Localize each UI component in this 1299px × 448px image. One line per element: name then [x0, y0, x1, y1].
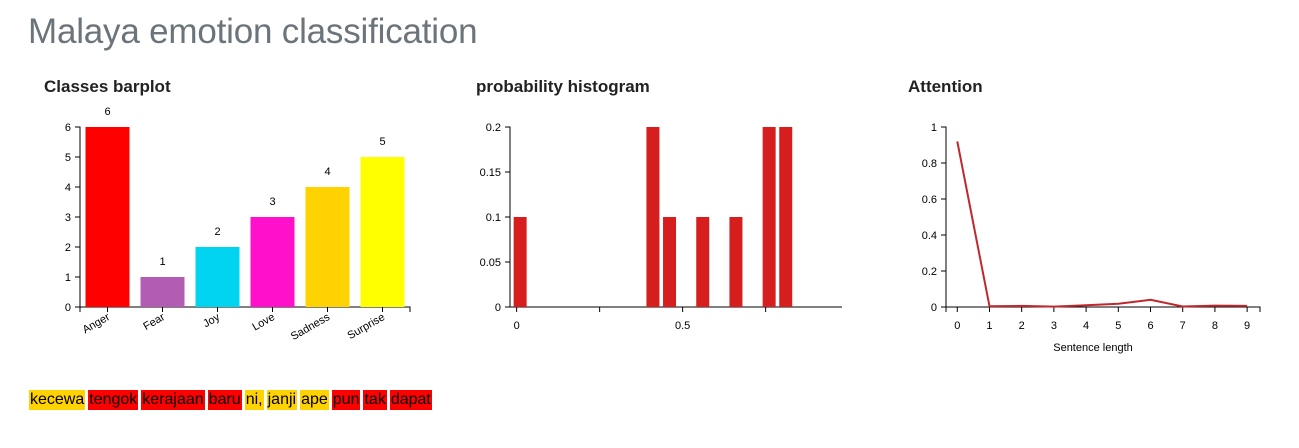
attention-line-chart: 0 0.2 0.4 0.6 0.8 1 0 1 2 3 4 5 6 7 8 9 Sentence length — [922, 122, 1261, 354]
y-axis-line — [941, 126, 947, 308]
sentence-word: janji — [266, 390, 298, 410]
bar-anger — [85, 127, 130, 307]
y-tick-label: 0.05 — [480, 257, 501, 269]
bar-fear — [140, 277, 185, 307]
attention-series-line — [956, 141, 1248, 308]
attention-title: Attention — [908, 77, 983, 96]
y-tick-label: 0.2 — [922, 266, 937, 278]
x-tick-label: 0 — [514, 320, 520, 332]
x-tick-label: Love — [250, 311, 277, 333]
histogram-bar — [762, 127, 776, 307]
bar-love — [250, 217, 295, 307]
x-axis-line — [945, 306, 1261, 312]
bar-value-label: 5 — [379, 136, 385, 148]
y-tick-label: 0.4 — [922, 230, 937, 242]
x-tick-label: Surprise — [346, 311, 387, 342]
y-tick-label: 0.8 — [922, 158, 937, 170]
classes-barplot-chart: 0 1 2 3 4 5 6 6 Anger 1 Fear 2 Joy 3 Love 4 Sadness 5 Surp… — [65, 106, 411, 343]
histogram-bar — [696, 217, 710, 307]
histogram-bar — [779, 127, 793, 307]
x-tick-label: 0 — [954, 320, 960, 332]
x-tick-label: 1 — [986, 320, 992, 332]
highlighted-sentence: kecewa tengok kerajaan baru ni, janji ape pun ta… — [29, 390, 435, 410]
sentence-word: kecewa — [29, 390, 86, 410]
x-tick-label: 8 — [1212, 320, 1218, 332]
x-tick-label: Anger — [81, 311, 113, 336]
x-tick-label: Sadness — [289, 311, 333, 343]
x-tick-label: 2 — [1019, 320, 1025, 332]
x-tick-label: 3 — [1051, 320, 1057, 332]
x-tick-label: 0.5 — [675, 320, 690, 332]
sentence-word: tak — [363, 390, 387, 410]
y-tick-label: 2 — [65, 242, 71, 254]
y-tick-label: 0 — [931, 302, 937, 314]
y-tick-label: 0.15 — [480, 167, 501, 179]
x-axis-line — [79, 306, 411, 312]
sentence-word: kerajaan — [141, 390, 205, 410]
histogram-title: probability histogram — [476, 77, 650, 96]
barplot-title: Classes barplot — [44, 77, 171, 96]
x-tick-label: 7 — [1180, 320, 1186, 332]
bar-value-label: 4 — [324, 166, 330, 178]
y-tick-label: 0 — [65, 302, 71, 314]
y-tick-label: 0.6 — [922, 194, 937, 206]
page-title: Malaya emotion classification — [28, 12, 478, 51]
bar-value-label: 6 — [104, 106, 110, 118]
x-axis-title: Sentence length — [1053, 342, 1133, 354]
sentence-word: ape — [300, 390, 329, 410]
bar-value-label: 3 — [269, 196, 275, 208]
y-tick-label: 1 — [65, 272, 71, 284]
probability-histogram-chart: 0 0.05 0.1 0.15 0.2 0 0.5 — [480, 122, 842, 332]
bar-surprise — [360, 157, 405, 307]
x-tick-label: 5 — [1115, 320, 1121, 332]
sentence-word: baru — [207, 390, 242, 410]
y-tick-label: 0 — [495, 302, 501, 314]
x-tick-label: Fear — [141, 311, 167, 333]
x-tick-label: Joy — [201, 311, 222, 330]
x-tick-label: 4 — [1083, 320, 1089, 332]
y-tick-label: 0.2 — [486, 122, 501, 134]
sentence-word: ni, — [244, 390, 264, 410]
y-tick-label: 4 — [65, 182, 71, 194]
histogram-bar — [729, 217, 743, 307]
histogram-bar — [663, 217, 677, 307]
bar-value-label: 2 — [214, 226, 220, 238]
bar-sadness — [305, 187, 350, 307]
y-tick-label: 0.1 — [486, 212, 501, 224]
bar-joy — [195, 247, 240, 307]
y-tick-label: 5 — [65, 152, 71, 164]
x-tick-label: 9 — [1244, 320, 1250, 332]
x-tick-label: 6 — [1147, 320, 1153, 332]
y-tick-label: 3 — [65, 212, 71, 224]
y-tick-label: 1 — [931, 122, 937, 134]
sentence-word: tengok — [88, 390, 139, 410]
sentence-word: pun — [331, 390, 361, 410]
histogram-bar — [513, 217, 527, 307]
bar-value-label: 1 — [159, 256, 165, 268]
y-tick-label: 6 — [65, 122, 71, 134]
sentence-word: dapat — [389, 390, 432, 410]
histogram-bar — [646, 127, 660, 307]
